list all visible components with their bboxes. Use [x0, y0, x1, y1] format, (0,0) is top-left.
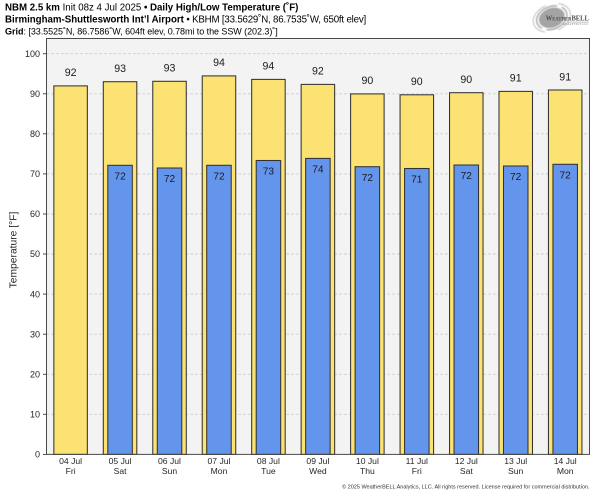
svg-text:Sat: Sat — [114, 466, 128, 476]
svg-text:08 Jul: 08 Jul — [257, 456, 280, 466]
svg-text:72: 72 — [461, 171, 473, 182]
svg-text:11 Jul: 11 Jul — [406, 456, 428, 466]
svg-text:74: 74 — [312, 165, 324, 176]
svg-text:ANALYTICS LLC: ANALYTICS LLC — [563, 22, 589, 26]
svg-text:Wed: Wed — [309, 466, 327, 476]
svg-text:07 Jul: 07 Jul — [208, 456, 231, 466]
svg-text:90: 90 — [30, 89, 40, 99]
svg-text:04 Jul: 04 Jul — [59, 456, 82, 466]
svg-text:Temperature [°F]: Temperature [°F] — [8, 211, 19, 288]
svg-text:91: 91 — [510, 73, 522, 85]
svg-text:93: 93 — [114, 63, 126, 75]
svg-text:Fri: Fri — [412, 466, 422, 476]
svg-text:Fri: Fri — [66, 466, 76, 476]
svg-text:10: 10 — [30, 410, 40, 420]
svg-text:94: 94 — [213, 57, 225, 69]
svg-text:72: 72 — [510, 172, 522, 183]
svg-text:70: 70 — [30, 169, 40, 179]
svg-text:40: 40 — [30, 289, 40, 299]
svg-text:72: 72 — [362, 173, 374, 184]
svg-text:Sun: Sun — [162, 466, 178, 476]
svg-text:50: 50 — [30, 249, 40, 259]
svg-text:12 Jul: 12 Jul — [455, 456, 478, 466]
svg-text:73: 73 — [263, 167, 275, 178]
svg-text:60: 60 — [30, 209, 40, 219]
svg-text:Mon: Mon — [557, 466, 574, 476]
svg-text:© 2025 WeatherBELL Analytics,: © 2025 WeatherBELL Analytics, LLC. All r… — [342, 483, 590, 490]
svg-text:14 Jul: 14 Jul — [554, 456, 577, 466]
svg-text:72: 72 — [114, 172, 126, 183]
svg-text:72: 72 — [164, 174, 176, 185]
svg-text:80: 80 — [30, 129, 40, 139]
svg-text:10 Jul: 10 Jul — [356, 456, 379, 466]
svg-text:20: 20 — [30, 370, 40, 380]
svg-text:91: 91 — [559, 71, 571, 83]
svg-text:72: 72 — [560, 171, 572, 182]
svg-text:Sun: Sun — [508, 466, 524, 476]
svg-text:Tue: Tue — [261, 466, 276, 476]
svg-text:NBM 2.5 km Init 08z 4 Jul 2025: NBM 2.5 km Init 08z 4 Jul 2025 • Daily H… — [5, 3, 298, 14]
svg-text:90: 90 — [460, 74, 472, 86]
svg-text:90: 90 — [362, 75, 374, 87]
svg-text:Mon: Mon — [211, 466, 228, 476]
svg-text:13 Jul: 13 Jul — [504, 456, 527, 466]
svg-text:90: 90 — [411, 76, 423, 88]
svg-text:WEATHERBELL: WEATHERBELL — [546, 14, 589, 23]
svg-text:Birmingham-Shuttlesworth Int’l: Birmingham-Shuttlesworth Int’l Airport •… — [5, 15, 366, 26]
svg-text:100: 100 — [25, 49, 40, 59]
svg-text:30: 30 — [30, 329, 40, 339]
svg-text:05 Jul: 05 Jul — [109, 456, 132, 466]
svg-text:72: 72 — [213, 172, 225, 183]
svg-text:92: 92 — [312, 66, 324, 78]
svg-text:Sat: Sat — [460, 466, 474, 476]
svg-text:06 Jul: 06 Jul — [158, 456, 181, 466]
svg-text:Thu: Thu — [360, 466, 375, 476]
svg-text:Grid: [33.5525˚N, 86.7586˚W, 6: Grid: [33.5525˚N, 86.7586˚W, 604ft elev,… — [5, 27, 278, 37]
svg-text:93: 93 — [164, 63, 176, 75]
svg-text:09 Jul: 09 Jul — [306, 456, 329, 466]
svg-text:92: 92 — [65, 67, 77, 79]
svg-text:71: 71 — [411, 175, 423, 186]
svg-text:94: 94 — [263, 61, 275, 73]
svg-text:0: 0 — [35, 450, 40, 460]
